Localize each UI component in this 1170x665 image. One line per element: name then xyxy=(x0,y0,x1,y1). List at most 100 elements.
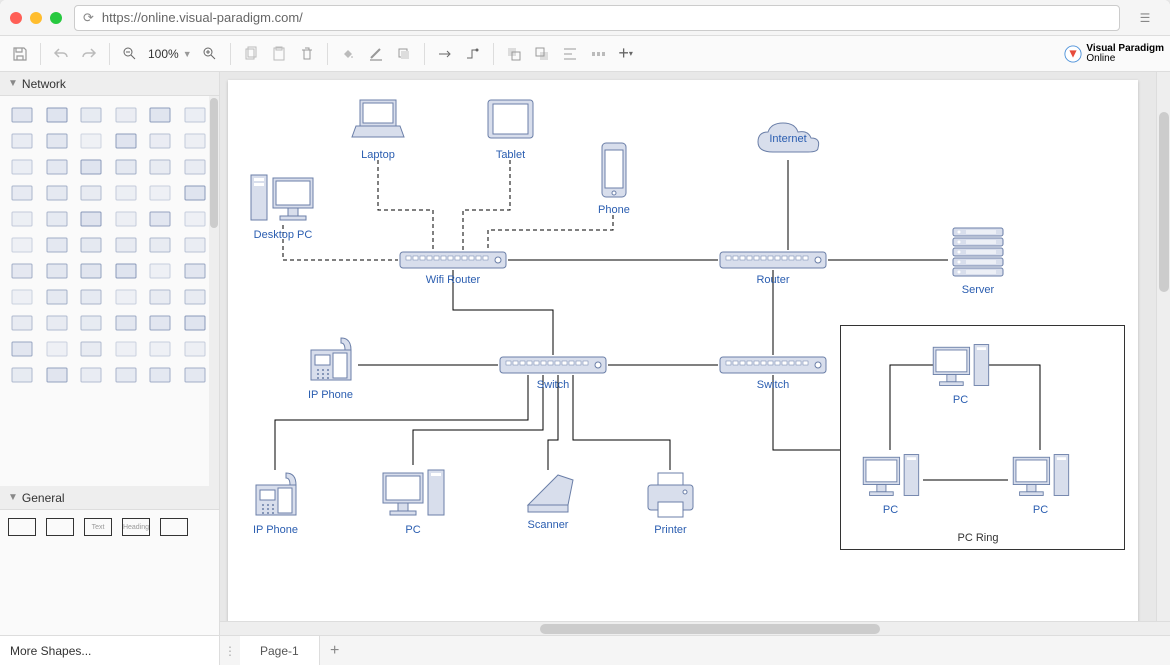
palette-shape[interactable] xyxy=(146,104,174,126)
palette-shape[interactable] xyxy=(8,312,36,334)
palette-shape[interactable] xyxy=(181,104,209,126)
palette-shape[interactable] xyxy=(8,208,36,230)
node-internet[interactable]: Internet xyxy=(753,120,823,160)
node-wifirouter[interactable]: Wifi Router xyxy=(398,250,508,286)
palette-shape[interactable] xyxy=(8,286,36,308)
zoom-out-button[interactable] xyxy=(116,40,144,68)
close-dot[interactable] xyxy=(10,12,22,24)
palette-shape[interactable] xyxy=(77,260,105,282)
palette-shape[interactable] xyxy=(43,104,71,126)
palette-shape[interactable] xyxy=(146,286,174,308)
general-shape[interactable]: Heading xyxy=(122,518,150,536)
zoom-level[interactable]: 100% ▼ xyxy=(144,47,196,61)
palette-shape[interactable] xyxy=(146,364,174,386)
canvas-scroll[interactable]: PC RingLaptopTabletDesktop PCPhoneIntern… xyxy=(220,72,1170,621)
node-ipphone1[interactable]: IP Phone xyxy=(303,335,358,401)
diagram-canvas[interactable]: PC RingLaptopTabletDesktop PCPhoneIntern… xyxy=(228,80,1138,621)
stroke-button[interactable] xyxy=(362,40,390,68)
palette-shape[interactable] xyxy=(77,182,105,204)
palette-shape[interactable] xyxy=(43,312,71,334)
more-shapes-button[interactable]: More Shapes... xyxy=(0,635,219,665)
palette-shape[interactable] xyxy=(43,130,71,152)
paste-button[interactable] xyxy=(265,40,293,68)
url-bar[interactable]: ⟳ https://online.visual-paradigm.com/ xyxy=(74,5,1120,31)
palette-shape[interactable] xyxy=(112,338,140,360)
node-router[interactable]: Router xyxy=(718,250,828,286)
palette-shape[interactable] xyxy=(8,234,36,256)
palette-shape[interactable] xyxy=(8,104,36,126)
palette-shape[interactable] xyxy=(146,338,174,360)
palette-shape[interactable] xyxy=(146,234,174,256)
minimize-dot[interactable] xyxy=(30,12,42,24)
palette-shape[interactable] xyxy=(77,104,105,126)
palette-shape[interactable] xyxy=(77,156,105,178)
palette-shape[interactable] xyxy=(112,156,140,178)
toback-button[interactable] xyxy=(528,40,556,68)
palette-shape[interactable] xyxy=(43,234,71,256)
node-pc_br[interactable]: PC xyxy=(1008,450,1073,516)
add-page-button[interactable]: + xyxy=(320,642,350,660)
node-printer[interactable]: Printer xyxy=(643,470,698,536)
tab-handle-icon[interactable]: ⋮ xyxy=(220,644,240,658)
palette-shape[interactable] xyxy=(77,364,105,386)
connector-button[interactable] xyxy=(431,40,459,68)
palette-shape[interactable] xyxy=(181,208,209,230)
hamburger-icon[interactable]: ☰ xyxy=(1130,5,1160,31)
palette-shape[interactable] xyxy=(146,182,174,204)
delete-button[interactable] xyxy=(293,40,321,68)
palette-shape[interactable] xyxy=(43,156,71,178)
copy-button[interactable] xyxy=(237,40,265,68)
palette-shape[interactable] xyxy=(146,208,174,230)
palette-shape[interactable] xyxy=(112,260,140,282)
network-panel-header[interactable]: ▼Network xyxy=(0,72,219,96)
undo-button[interactable] xyxy=(47,40,75,68)
palette-shape[interactable] xyxy=(77,286,105,308)
palette-shape[interactable] xyxy=(181,156,209,178)
node-scanner[interactable]: Scanner xyxy=(518,470,578,531)
node-desktop[interactable]: Desktop PC xyxy=(248,170,318,241)
palette-shape[interactable] xyxy=(77,312,105,334)
palette-shape[interactable] xyxy=(43,208,71,230)
vscrollbar[interactable] xyxy=(1156,72,1170,621)
palette-shape[interactable] xyxy=(112,312,140,334)
palette-shape[interactable] xyxy=(112,364,140,386)
fill-button[interactable] xyxy=(334,40,362,68)
palette-shape[interactable] xyxy=(43,286,71,308)
palette-shape[interactable] xyxy=(181,338,209,360)
align-button[interactable] xyxy=(556,40,584,68)
palette-shape[interactable] xyxy=(112,234,140,256)
node-tablet[interactable]: Tablet xyxy=(483,95,538,161)
general-shape[interactable] xyxy=(8,518,36,536)
palette-shape[interactable] xyxy=(8,260,36,282)
palette-shape[interactable] xyxy=(146,312,174,334)
palette-shape[interactable] xyxy=(8,156,36,178)
palette-shape[interactable] xyxy=(112,286,140,308)
palette-shape[interactable] xyxy=(112,130,140,152)
zoom-in-button[interactable] xyxy=(196,40,224,68)
general-shape[interactable] xyxy=(160,518,188,536)
reload-icon[interactable]: ⟳ xyxy=(83,10,94,26)
node-ipphone2[interactable]: IP Phone xyxy=(248,470,303,536)
save-button[interactable] xyxy=(6,40,34,68)
maximize-dot[interactable] xyxy=(50,12,62,24)
node-pc_top[interactable]: PC xyxy=(928,340,993,406)
page-tab[interactable]: Page-1 xyxy=(240,636,320,665)
palette-shape[interactable] xyxy=(43,364,71,386)
palette-shape[interactable] xyxy=(181,286,209,308)
node-laptop[interactable]: Laptop xyxy=(348,95,408,161)
node-switch1[interactable]: Switch xyxy=(498,355,608,391)
palette-shape[interactable] xyxy=(146,260,174,282)
palette-shape[interactable] xyxy=(146,130,174,152)
tofront-button[interactable] xyxy=(500,40,528,68)
palette-shape[interactable] xyxy=(112,208,140,230)
palette-shape[interactable] xyxy=(77,130,105,152)
palette-shape[interactable] xyxy=(181,130,209,152)
palette-shape[interactable] xyxy=(43,338,71,360)
general-shape[interactable] xyxy=(46,518,74,536)
distribute-button[interactable] xyxy=(584,40,612,68)
palette-shape[interactable] xyxy=(112,182,140,204)
add-button[interactable]: +▾ xyxy=(612,40,640,68)
general-shape[interactable]: Text xyxy=(84,518,112,536)
palette-shape[interactable] xyxy=(43,260,71,282)
general-panel-header[interactable]: ▼General xyxy=(0,486,219,510)
